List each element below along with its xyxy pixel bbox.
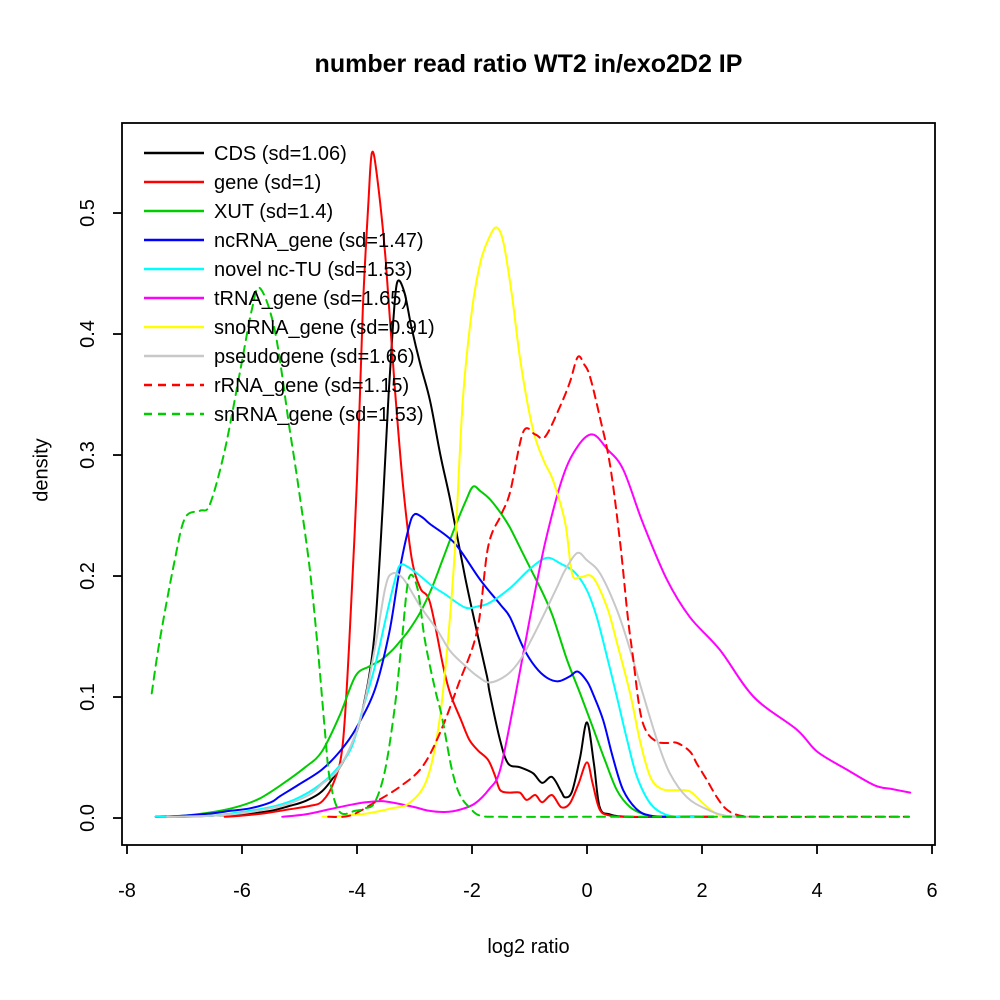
legend-label-novel_nc_TU: novel nc-TU (sd=1.53) (214, 259, 412, 281)
legend-label-snRNA_gene: snRNA_gene (sd=1.53) (214, 404, 424, 426)
x-tick-label: 0 (581, 880, 592, 902)
chart-title: number read ratio WT2 in/exo2D2 IP (314, 50, 743, 78)
x-tick-label: 4 (811, 880, 822, 902)
curve-tRNA_gene (281, 433, 912, 818)
y-tick-label: 0.5 (77, 199, 99, 227)
x-tick-label: -6 (233, 880, 251, 902)
legend-label-rRNA_gene: rRNA_gene (sd=1.15) (214, 375, 409, 397)
x-tick-label: -2 (463, 880, 481, 902)
curve-ncRNA_gene (154, 512, 669, 818)
y-axis-label: density (30, 438, 53, 502)
curve-pseudogene (166, 551, 749, 818)
x-tick-label: -4 (348, 880, 366, 902)
x-tick-label: 2 (696, 880, 707, 902)
x-tick-label: 6 (926, 880, 937, 902)
curve-rRNA_gene (327, 355, 910, 819)
x-tick-label: -8 (118, 880, 136, 902)
legend-label-pseudogene: pseudogene (sd=1.66) (214, 346, 415, 368)
curve-gene (223, 150, 715, 818)
curve-XUT (160, 485, 703, 818)
curve-CDS (154, 279, 715, 818)
x-axis-label: log2 ratio (487, 936, 570, 958)
curve-novel_nc_TU (154, 556, 703, 818)
legend-label-tRNA_gene: tRNA_gene (sd=1.65) (214, 288, 408, 310)
y-tick-label: 0.3 (77, 441, 99, 469)
legend-label-snoRNA_gene: snoRNA_gene (sd=0.91) (214, 317, 435, 339)
y-tick-label: 0.2 (77, 562, 99, 590)
curve-snRNA_gene (150, 286, 910, 818)
legend-label-XUT: XUT (sd=1.4) (214, 201, 333, 223)
legend-label-ncRNA_gene: ncRNA_gene (sd=1.47) (214, 230, 424, 252)
legend-label-gene: gene (sd=1) (214, 172, 321, 194)
y-tick-label: 0.1 (77, 683, 99, 711)
plot-box (121, 122, 936, 846)
y-tick-label: 0.4 (77, 320, 99, 348)
curve-snoRNA_gene (321, 226, 749, 819)
y-tick-label: 0.0 (77, 804, 99, 832)
legend-label-CDS: CDS (sd=1.06) (214, 143, 347, 165)
